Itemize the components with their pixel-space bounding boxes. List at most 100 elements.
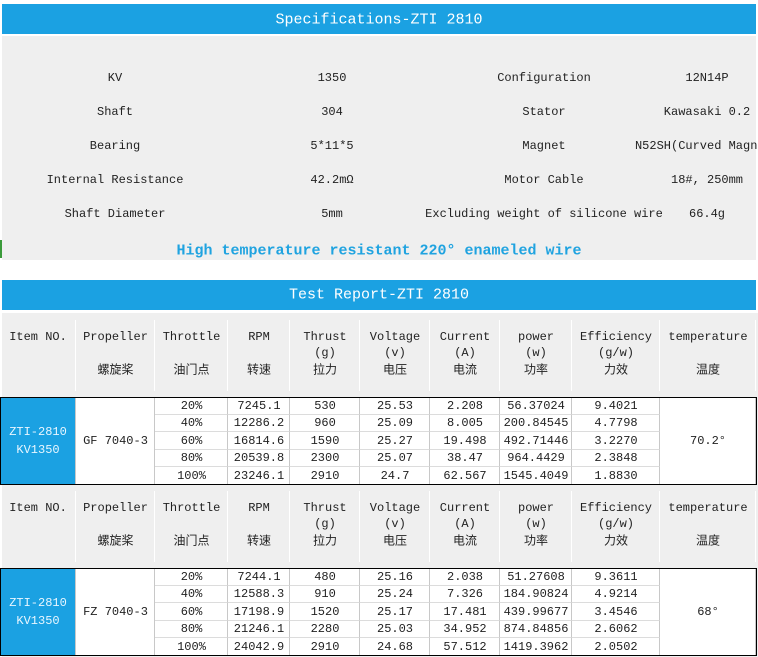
data-text: 12286.2 xyxy=(233,416,285,431)
data-text: 34.952 xyxy=(443,622,487,637)
data-text: 24.7 xyxy=(380,468,410,483)
header-text: Efficiency xyxy=(579,330,653,344)
header-cell xyxy=(660,491,756,562)
header-text: (g) xyxy=(314,346,336,360)
data-cell xyxy=(572,449,660,467)
data-cell xyxy=(155,432,228,450)
header-text: 温度 xyxy=(695,534,721,549)
header-text: temperature xyxy=(668,330,748,344)
item-cell xyxy=(0,568,76,656)
propeller-cell xyxy=(76,397,155,485)
header-cell xyxy=(430,491,500,562)
data-text: 1.8830 xyxy=(594,468,638,483)
data-cell xyxy=(430,449,500,467)
data-text: 2.0502 xyxy=(594,639,638,654)
data-text: 62.567 xyxy=(443,468,487,483)
data-cell xyxy=(290,620,360,638)
data-cell xyxy=(228,414,290,432)
data-cell xyxy=(500,397,572,415)
data-text: 960 xyxy=(314,416,336,431)
data-text: 530 xyxy=(314,398,336,413)
data-cell xyxy=(290,603,360,621)
data-text: 38.47 xyxy=(446,451,484,466)
data-text: 8.005 xyxy=(446,416,484,431)
temperature-cell xyxy=(660,397,756,485)
data-text: 200.84545 xyxy=(503,416,569,431)
data-cell xyxy=(228,585,290,603)
spec-label: Bearing xyxy=(89,139,141,153)
data-text: 2.6062 xyxy=(594,622,638,637)
spec-title: Specifications-ZTI 2810 xyxy=(275,11,483,29)
data-text: 57.512 xyxy=(443,639,487,654)
header-text: Voltage xyxy=(369,330,421,344)
spec-label: Motor Cable xyxy=(504,173,584,187)
data-cell xyxy=(155,603,228,621)
header-cell xyxy=(660,320,756,391)
data-cell xyxy=(430,603,500,621)
data-text: 9.4021 xyxy=(594,398,638,413)
data-cell xyxy=(290,397,360,415)
spec-value: 5mm xyxy=(321,207,343,221)
data-cell xyxy=(500,568,572,586)
data-text: 25.27 xyxy=(376,433,414,448)
data-text: 23246.1 xyxy=(233,468,285,483)
data-text: 25.07 xyxy=(376,451,414,466)
temperature-text: 70.2° xyxy=(689,433,727,448)
item-text: KV1350 xyxy=(16,613,60,628)
spec-value: 18#, 250mm xyxy=(670,173,744,187)
data-cell xyxy=(290,585,360,603)
header-text: (w) xyxy=(525,517,547,531)
data-cell xyxy=(228,603,290,621)
data-text: 1419.3962 xyxy=(503,639,569,654)
spec-value: Kawasaki 0.2 xyxy=(663,105,751,119)
data-text: 4.9214 xyxy=(594,587,638,602)
data-cell xyxy=(155,449,228,467)
temperature-text: 68° xyxy=(697,604,719,619)
spec-panel xyxy=(2,36,756,260)
data-text: 7245.1 xyxy=(237,398,281,413)
header-text: (g/w) xyxy=(597,346,635,360)
spec-value: 5*11*5 xyxy=(310,139,354,153)
data-text: 20% xyxy=(180,398,203,413)
header-text: (g/w) xyxy=(597,517,635,531)
item-text: ZTI-2810 xyxy=(9,424,67,439)
data-cell xyxy=(500,432,572,450)
data-cell xyxy=(500,603,572,621)
data-cell xyxy=(430,568,500,586)
data-text: 4.7798 xyxy=(594,416,638,431)
header-text: 拉力 xyxy=(312,363,338,378)
data-cell xyxy=(155,414,228,432)
data-text: 3.4546 xyxy=(594,604,638,619)
data-text: 40% xyxy=(180,416,203,431)
data-text: 60% xyxy=(180,604,203,619)
header-text: Throttle xyxy=(162,330,221,344)
data-cell xyxy=(430,397,500,415)
data-text: 2.208 xyxy=(446,398,484,413)
data-text: 492.71446 xyxy=(503,433,569,448)
spec-title-bar xyxy=(2,4,756,34)
data-cell xyxy=(360,397,430,415)
data-cell xyxy=(290,414,360,432)
header-cell xyxy=(290,491,360,562)
header-text: Item NO. xyxy=(9,330,67,344)
spec-label: Stator xyxy=(522,105,566,119)
data-text: 17.481 xyxy=(443,604,487,619)
data-text: 1520 xyxy=(310,604,340,619)
data-text: 16814.6 xyxy=(233,433,285,448)
edge-marker xyxy=(0,240,2,258)
report-title: Test Report-ZTI 2810 xyxy=(288,286,470,304)
data-cell xyxy=(430,414,500,432)
data-cell xyxy=(430,432,500,450)
data-cell xyxy=(360,568,430,586)
header-cell xyxy=(155,491,228,562)
data-text: 2280 xyxy=(310,622,340,637)
data-cell xyxy=(572,603,660,621)
spec-label: Configuration xyxy=(497,71,591,85)
data-cell xyxy=(228,568,290,586)
spec-note: High temperature resistant 220° enameled… xyxy=(176,242,582,260)
data-cell xyxy=(155,585,228,603)
header-text: Current xyxy=(439,330,491,344)
header-cell xyxy=(430,320,500,391)
header-cell xyxy=(228,320,290,391)
